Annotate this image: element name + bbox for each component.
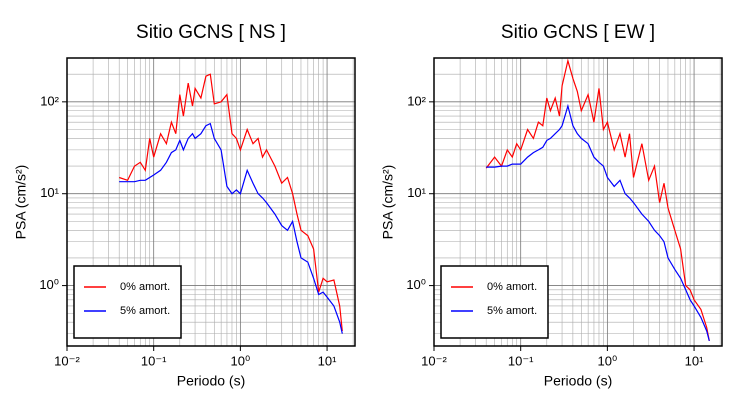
- chart-title: Sitio GCNS [ EW ]: [501, 22, 655, 43]
- x-axis-label: Periodo (s): [544, 373, 612, 389]
- legend-label: 0% amort.: [487, 281, 537, 293]
- series-line: [486, 103, 710, 342]
- x-tick-label: 10⁻²: [421, 353, 447, 368]
- y-axis-label: PSA (cm/s²): [380, 165, 396, 240]
- x-tick-label: 10⁰: [231, 353, 251, 368]
- plot-frame: [66, 57, 356, 347]
- legend-label: 0% amort.: [120, 281, 170, 293]
- y-axis-label: PSA (cm/s²): [13, 165, 29, 240]
- x-tick-label: 10⁻²: [54, 353, 80, 368]
- y-tick-label: 10²: [40, 93, 59, 108]
- y-tick-label: 10¹: [40, 185, 59, 200]
- series-line: [119, 122, 343, 334]
- y-tick-label: 10²: [407, 93, 426, 108]
- legend-box: [73, 265, 182, 339]
- legend-label: 5% amort.: [120, 305, 170, 317]
- series-line: [485, 58, 710, 342]
- x-tick-label: 10¹: [685, 353, 704, 368]
- series-line: [119, 73, 343, 332]
- y-tick-label: 10⁰: [406, 277, 426, 292]
- chart-title: Sitio GCNS [ NS ]: [136, 22, 286, 43]
- y-tick-label: 10⁰: [39, 277, 59, 292]
- legend-box: [440, 265, 549, 339]
- x-tick-label: 10⁻¹: [508, 353, 534, 368]
- panel: Sitio GCNS [ NS ] 10⁻² 10⁻¹ 10⁰ 10¹ 10⁰ 10¹ 10²…: [13, 22, 356, 389]
- x-tick-label: 10⁰: [598, 353, 618, 368]
- legend-label: 5% amort.: [487, 305, 537, 317]
- panel: Sitio GCNS [ EW ] 10⁻² 10⁻¹ 10⁰ 10¹ 10⁰ 10¹ 10²…: [380, 22, 723, 389]
- x-tick-label: 10⁻¹: [141, 353, 167, 368]
- y-tick-label: 10¹: [407, 185, 426, 200]
- plot-frame: [433, 57, 723, 347]
- x-axis-label: Periodo (s): [177, 373, 245, 389]
- x-tick-label: 10¹: [318, 353, 337, 368]
